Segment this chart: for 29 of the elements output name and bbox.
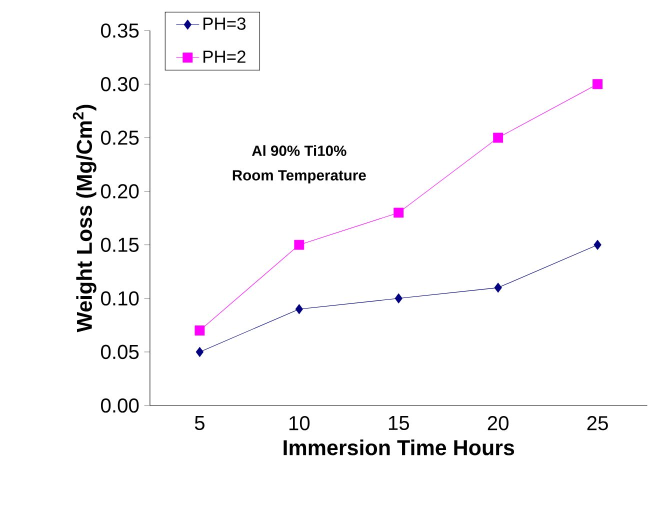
point	[594, 240, 602, 250]
legend-label: PH=3	[204, 18, 246, 30]
x-axis-title: Immersion Time Hours	[284, 440, 514, 456]
x-tick-label: 20	[488, 416, 508, 430]
y-tick-label: 0.15	[101, 238, 139, 252]
y-tick-label: 0.25	[101, 130, 139, 146]
y-tick-label: 0.35	[101, 24, 139, 38]
point	[494, 282, 502, 293]
y-tick-label: 0.10	[101, 291, 139, 306]
point	[294, 240, 304, 250]
x-tick-label: 15	[388, 416, 409, 430]
x-tick-label: 25	[587, 416, 608, 430]
x-tick-label: 5	[194, 416, 204, 430]
y-tick-label: 0.30	[101, 77, 139, 92]
point	[295, 304, 303, 314]
annotation: Room Temperature	[232, 170, 366, 184]
point	[194, 326, 205, 336]
y-tick-label: 0.20	[101, 184, 139, 199]
point	[196, 347, 204, 358]
y-tick-label: 0.05	[101, 345, 139, 360]
point	[394, 294, 402, 304]
y-axis-title: Weight Loss (Mg/Cm$^{2}$)	[72, 105, 96, 333]
y-tick-label: 0.00	[101, 398, 139, 413]
annotation: Al 90% Ti10%	[252, 145, 346, 156]
legend-label: PH=2	[204, 50, 246, 63]
point	[394, 208, 404, 218]
point	[592, 79, 603, 90]
x-tick-label: 10	[289, 416, 310, 430]
point	[493, 132, 504, 143]
